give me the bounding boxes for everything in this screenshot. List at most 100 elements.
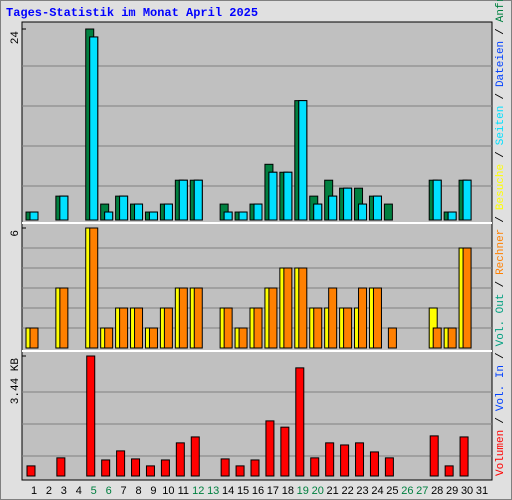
legend-separator: /	[495, 151, 507, 158]
bar	[283, 267, 293, 349]
bar	[145, 465, 155, 477]
bar	[372, 287, 382, 349]
bar	[459, 436, 469, 477]
bar	[193, 179, 203, 221]
bar	[384, 457, 394, 477]
legend-separator: /	[495, 28, 507, 35]
x-tick-label: 28	[431, 485, 443, 497]
bar	[383, 203, 393, 221]
bar	[295, 367, 305, 477]
x-tick-label: 20	[312, 485, 324, 497]
bar	[89, 227, 99, 349]
bar	[355, 442, 365, 477]
legend-entry: Seiten	[495, 106, 507, 146]
legend-separator: /	[495, 281, 507, 288]
bar	[280, 426, 290, 477]
x-tick-label: 19	[297, 485, 309, 497]
legend-separator: /	[495, 216, 507, 223]
bar	[148, 327, 158, 349]
legend: Volumen / Vol. In / Vol. Out / Rechner / Besuche…	[495, 0, 507, 476]
bar	[178, 179, 188, 221]
bar	[429, 435, 439, 477]
x-tick-label: 18	[282, 485, 294, 497]
bar	[193, 287, 203, 349]
x-tick-label: 25	[386, 485, 398, 497]
y-tick-label: 24	[10, 31, 22, 45]
x-tick-label: 22	[341, 485, 353, 497]
bar	[56, 457, 66, 477]
legend-separator: /	[495, 93, 507, 100]
bar	[223, 211, 233, 221]
y-tick-label: 6	[10, 230, 22, 237]
bar	[462, 179, 472, 221]
bar	[265, 420, 275, 477]
bar	[26, 465, 36, 477]
bar	[119, 307, 129, 349]
bar	[253, 307, 263, 349]
bar	[313, 203, 323, 221]
bar	[220, 458, 230, 477]
bar	[253, 203, 263, 221]
x-tick-label: 11	[178, 485, 189, 497]
x-tick-label: 15	[237, 485, 249, 497]
bar	[283, 171, 293, 221]
bar	[134, 203, 144, 221]
x-tick-label: 4	[76, 485, 82, 497]
x-tick-label: 1	[31, 485, 37, 497]
bar	[268, 287, 278, 349]
bar	[29, 211, 39, 221]
bar	[238, 211, 248, 221]
x-tick-label: 29	[446, 485, 458, 497]
bar	[343, 307, 353, 349]
x-tick-label: 9	[150, 485, 156, 497]
bar	[369, 451, 379, 477]
legend-separator: /	[495, 417, 507, 424]
grid	[22, 65, 492, 457]
legend-entry: Rechner	[495, 229, 507, 275]
legend-entry: Dateien	[495, 41, 507, 87]
x-tick-label: 17	[267, 485, 279, 497]
x-tick-label: 31	[476, 485, 488, 497]
x-tick-label: 23	[356, 485, 368, 497]
bar	[372, 195, 382, 221]
bar	[462, 247, 472, 349]
bar	[119, 195, 129, 221]
bar	[432, 327, 442, 349]
bar	[29, 327, 39, 349]
bar	[163, 203, 173, 221]
bar	[325, 442, 335, 477]
legend-entry: Volumen	[495, 430, 507, 476]
bar	[250, 459, 260, 477]
x-tick-label: 3	[61, 485, 67, 497]
bar	[343, 187, 353, 221]
x-tick-label: 14	[222, 485, 234, 497]
bar	[235, 465, 245, 477]
bar	[223, 307, 233, 349]
bar	[268, 171, 278, 221]
bar	[387, 327, 397, 349]
x-tick-label: 8	[135, 485, 141, 497]
x-tick-label: 12	[192, 485, 204, 497]
legend-entry: Besuche	[495, 164, 507, 210]
x-tick-label: 21	[327, 485, 339, 497]
bar	[160, 459, 170, 477]
y-tick-label: 3.44 KB	[10, 358, 22, 405]
bar	[175, 442, 185, 477]
bar	[298, 100, 308, 221]
bar	[444, 465, 454, 477]
bar	[104, 327, 114, 349]
x-tick-label: 26	[401, 485, 413, 497]
bar	[447, 211, 457, 221]
x-tick-label: 2	[46, 485, 52, 497]
legend-entry: Vol. In	[495, 365, 507, 411]
bar	[89, 36, 99, 221]
bar	[328, 195, 338, 221]
bar	[313, 307, 323, 349]
bar	[310, 457, 320, 477]
x-tick-label: 16	[252, 485, 264, 497]
bar	[116, 450, 126, 477]
bar	[358, 287, 368, 349]
bar	[340, 444, 350, 477]
bar	[358, 203, 368, 221]
legend-entry: Vol. Out	[495, 294, 507, 347]
